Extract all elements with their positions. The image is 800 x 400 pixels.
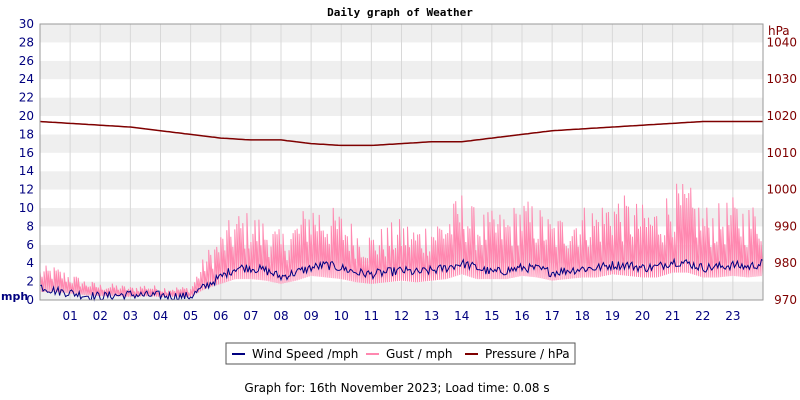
x-tick-label: 15 [484,309,499,323]
x-tick-label: 08 [273,309,288,323]
left-tick-label: 0 [26,293,34,307]
x-tick-label: 13 [424,309,439,323]
right-tick-label: 1040 [766,35,797,49]
plot-frame [39,23,764,301]
left-tick-label: 12 [19,183,34,197]
x-tick-label: 11 [364,309,379,323]
x-tick-label: 09 [303,309,318,323]
x-tick-label: 07 [243,309,258,323]
x-tick-label: 10 [334,309,349,323]
left-tick-label: 20 [19,109,34,123]
chart-title: Daily graph of Weather [327,6,473,19]
x-tick-label: 06 [213,309,228,323]
left-axis-unit: mph [1,290,28,303]
right-tick-label: 990 [774,219,797,233]
right-tick-label: 1030 [766,72,797,86]
left-tick-label: 6 [26,238,34,252]
x-tick-label: 04 [153,309,168,323]
pressure-series [39,120,763,147]
legend-gust-label: Gust / mph [386,347,452,361]
graph-footer: Graph for: 16th November 2023; Load time… [244,381,549,395]
legend: Wind Speed /mph Gust / mph Pressure / hP… [225,342,576,365]
x-tick-label: 05 [183,309,198,323]
gust-line [39,183,764,298]
left-tick-label: 10 [19,201,34,215]
left-tick-label: 4 [26,256,34,270]
right-tick-label: 1000 [766,183,797,197]
left-tick-label: 28 [19,35,34,49]
x-tick-label: 21 [665,309,680,323]
left-tick-label: 30 [19,17,34,31]
left-tick-label: 22 [19,91,34,105]
x-tick-label: 22 [695,309,710,323]
wind-line [39,257,764,302]
x-tick-label: 16 [514,309,529,323]
x-tick-label: 02 [93,309,108,323]
gust-series [39,183,764,298]
left-tick-label: 24 [19,72,34,86]
right-axis-unit: hPa [768,24,790,38]
right-tick-label: 980 [774,256,797,270]
x-tick-label: 14 [454,309,469,323]
left-tick-label: 18 [19,127,34,141]
right-tick-label: 970 [774,293,797,307]
x-tick-label: 17 [544,309,559,323]
left-tick-label: 14 [19,164,34,178]
legend-wind-label: Wind Speed /mph [252,347,358,361]
x-tick-label: 19 [605,309,620,323]
wind-series [39,257,764,302]
x-tick-label: 18 [575,309,590,323]
x-tick-label: 23 [725,309,740,323]
left-tick-label: 2 [26,275,34,289]
legend-pressure-label: Pressure / hPa [485,347,570,361]
x-axis-ticks: 01 02 03 04 05 06 07 08 09 10 11 12 13 14 15 16 17 18 19 20… [62,309,740,323]
x-tick-label: 01 [62,309,77,323]
x-tick-label: 20 [635,309,650,323]
legend-box [225,342,576,365]
left-tick-label: 26 [19,54,34,68]
right-axis-ticks: 970 980 990 1000 1010 1020 1030 1040 [766,35,797,307]
pressure-line [39,120,763,147]
x-tick-label: 03 [123,309,138,323]
x-tick-label: 12 [394,309,409,323]
left-tick-label: 8 [26,219,34,233]
left-tick-label: 16 [19,146,34,160]
right-tick-label: 1020 [766,109,797,123]
right-tick-label: 1010 [766,146,797,160]
